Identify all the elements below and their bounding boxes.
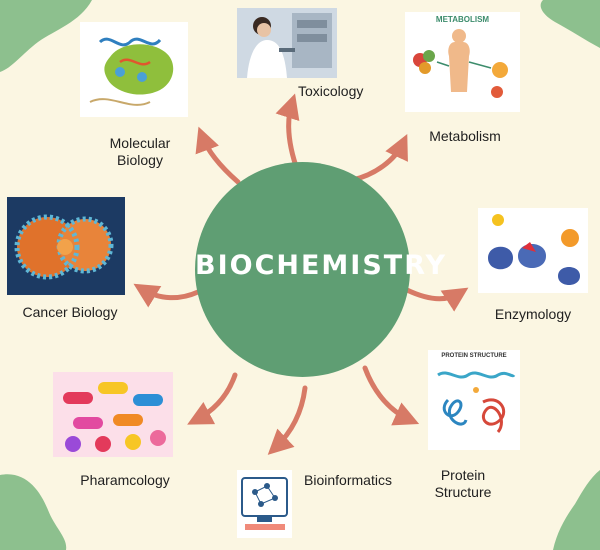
- cancer-biology-image: [7, 197, 125, 295]
- arrow-molecular-biology: [195, 126, 241, 185]
- toxicology-image: [237, 8, 337, 78]
- protein-thumb-title: PROTEIN STRUCTURE: [441, 353, 507, 359]
- corner-blob-top-left: [0, 0, 92, 72]
- arrow-metabolism: [349, 133, 408, 183]
- label-bioinformatics: Bioinformatics: [304, 472, 392, 488]
- label-protein-structure-line1: Protein: [440, 467, 486, 483]
- protein-structure-image: PROTEIN STRUCTURE: [428, 350, 520, 450]
- center-circle: [195, 162, 410, 377]
- label-molecular-biology-line2: Biology: [117, 152, 163, 168]
- arrow-pharmacology: [187, 372, 238, 425]
- label-protein-structure: Protein Structure: [418, 467, 508, 501]
- metabolism-thumb-title: METABOLISM: [435, 15, 490, 24]
- enzymology-image: [478, 208, 588, 293]
- corner-blob-bottom-right: [553, 470, 600, 550]
- corner-blob-bottom-left: [0, 474, 67, 550]
- arrow-protein-structure: [362, 365, 420, 426]
- arrow-enzymology: [404, 287, 469, 312]
- label-enzymology: Enzymology: [494, 306, 572, 322]
- label-molecular-biology-line1: Molecular: [109, 135, 171, 151]
- arrow-cancer-biology: [133, 283, 201, 308]
- label-cancer-biology: Cancer Biology: [22, 304, 118, 320]
- label-protein-structure-line2: Structure: [434, 484, 492, 500]
- molecular-biology-image: [80, 22, 188, 117]
- label-pharmacology: Pharamcology: [80, 472, 170, 488]
- label-toxicology: Toxicology: [298, 83, 364, 99]
- label-metabolism: Metabolism: [429, 128, 501, 144]
- arrow-bioinformatics: [267, 385, 308, 455]
- pharmacology-image: [53, 372, 173, 457]
- corner-blob-top-right: [540, 0, 600, 48]
- center-title: BIOCHEMISTRY: [195, 250, 448, 281]
- bioinformatics-image: [237, 470, 292, 538]
- label-molecular-biology: Molecular Biology: [90, 135, 190, 169]
- metabolism-image: METABOLISM: [405, 12, 520, 112]
